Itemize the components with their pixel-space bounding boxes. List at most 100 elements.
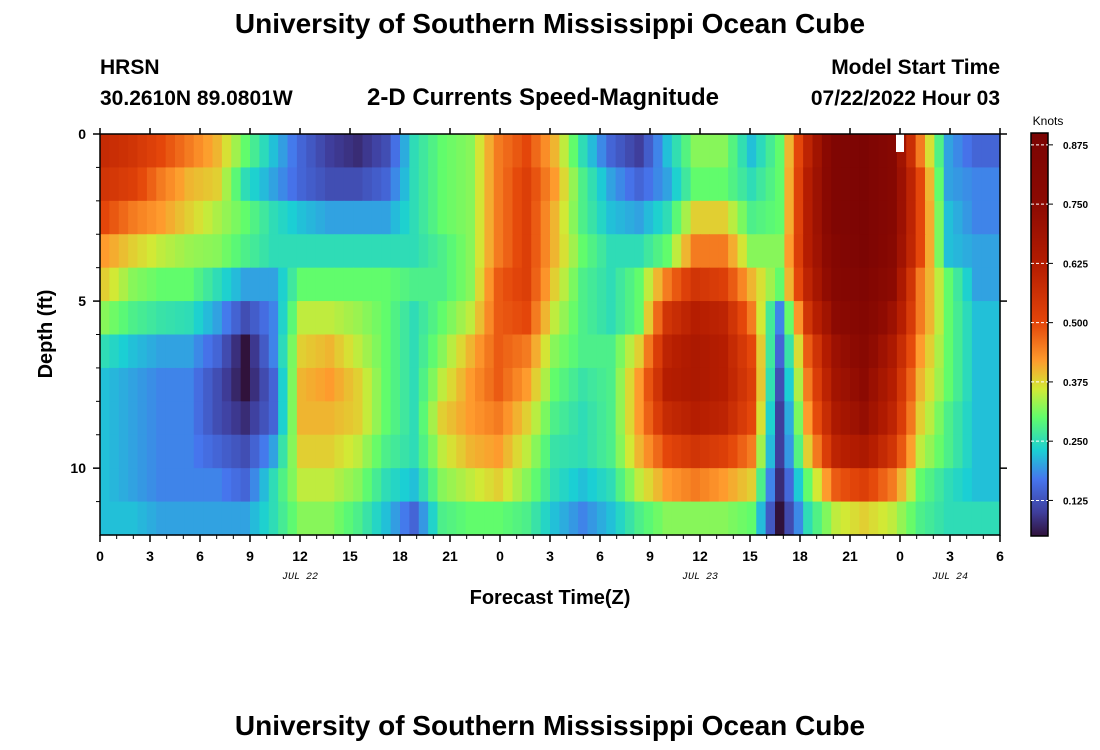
heatmap-cell [596, 501, 607, 536]
heatmap-cell [643, 468, 654, 503]
heatmap-cell [943, 434, 954, 469]
heatmap-cell [896, 434, 907, 469]
heatmap-cell [887, 367, 898, 402]
heatmap-cell [334, 468, 345, 503]
heatmap-cell [812, 267, 823, 302]
heatmap-cell [128, 468, 139, 503]
heatmap-cell [625, 468, 635, 503]
heatmap-cell [400, 134, 410, 169]
heatmap-cell [625, 267, 635, 302]
heatmap-cell [934, 334, 945, 369]
heatmap-cell [175, 167, 185, 202]
heatmap-cell [165, 401, 176, 436]
heatmap-cell [615, 167, 626, 202]
heatmap-cell [287, 501, 298, 536]
heatmap-cell [634, 301, 645, 336]
heatmap-cell [118, 167, 129, 202]
heatmap-cell [737, 167, 748, 202]
heatmap-cell [962, 434, 973, 469]
heatmap-cell [165, 468, 176, 503]
heatmap-cell [343, 234, 354, 269]
heatmap-cell [878, 434, 889, 469]
heatmap-cell [306, 234, 317, 269]
heatmap-cell [315, 334, 326, 369]
heatmap-cell [540, 234, 551, 269]
heatmap-cell [353, 134, 364, 169]
heatmap-cell [175, 267, 185, 302]
heatmap-cell [100, 167, 110, 202]
heatmap-cell [793, 234, 804, 269]
heatmap-cell [765, 434, 776, 469]
heatmap-cell [962, 234, 973, 269]
heatmap-cell [756, 434, 767, 469]
heatmap-cell [315, 200, 326, 235]
heatmap-cell [962, 367, 973, 402]
heatmap-cell [512, 167, 523, 202]
heatmap-cell [137, 401, 148, 436]
heatmap-cell [540, 367, 551, 402]
heatmap-cell [156, 200, 167, 235]
heatmap-cell [512, 267, 523, 302]
heatmap-cell [484, 167, 495, 202]
heatmap-cell [531, 401, 542, 436]
heatmap-cell [165, 234, 176, 269]
heatmap-cell [362, 200, 373, 235]
heatmap-cell [943, 167, 954, 202]
heatmap-cell [465, 134, 476, 169]
heatmap-cell [212, 200, 223, 235]
heatmap-cell [428, 167, 439, 202]
heatmap-cell [175, 401, 185, 436]
heatmap-cell [915, 468, 926, 503]
heatmap-cell [371, 367, 382, 402]
heatmap-cell [906, 434, 917, 469]
heatmap-cell [990, 301, 1001, 336]
heatmap-cell [681, 267, 692, 302]
heatmap-cell [540, 167, 551, 202]
heatmap-cell [165, 434, 176, 469]
heatmap-cell [259, 234, 270, 269]
heatmap-cell [981, 234, 992, 269]
heatmap-cell [728, 401, 739, 436]
heatmap-cell [175, 301, 185, 336]
heatmap-cell [737, 301, 748, 336]
heatmap-cell [850, 134, 860, 169]
heatmap-cell [671, 434, 682, 469]
heatmap-cell [793, 367, 804, 402]
heatmap-cell [315, 501, 326, 536]
heatmap-cell [821, 234, 832, 269]
heatmap-cell [615, 134, 626, 169]
heatmap-cell [756, 367, 767, 402]
heatmap-cell [653, 167, 664, 202]
heatmap-cell [887, 401, 898, 436]
heatmap-cell [878, 501, 889, 536]
heatmap-cell [465, 167, 476, 202]
x-tick-label: 6 [596, 548, 604, 564]
heatmap-cell [625, 501, 635, 536]
heatmap-cell [587, 401, 598, 436]
heatmap-cell [315, 367, 326, 402]
heatmap-cell [203, 301, 214, 336]
heatmap-cell [362, 434, 373, 469]
heatmap-cell [896, 468, 907, 503]
heatmap-cell [512, 200, 523, 235]
heatmap-cell [287, 134, 298, 169]
heatmap-cell [746, 301, 757, 336]
heatmap-cell [137, 501, 148, 536]
heatmap-cell [990, 267, 1001, 302]
heatmap-cell [146, 301, 157, 336]
heatmap-cell [484, 434, 495, 469]
heatmap-cell [334, 134, 345, 169]
heatmap-cell [428, 200, 439, 235]
heatmap-cell [709, 134, 720, 169]
heatmap-cell [915, 501, 926, 536]
heatmap-cell [521, 301, 532, 336]
heatmap-cell [128, 134, 139, 169]
heatmap-cell [212, 468, 223, 503]
heatmap-cell [821, 334, 832, 369]
heatmap-cell [175, 434, 185, 469]
heatmap-cell [456, 267, 467, 302]
heatmap-cell [315, 134, 326, 169]
heatmap-cell [662, 200, 673, 235]
heatmap-cell [456, 367, 467, 402]
heatmap-cell [953, 134, 964, 169]
